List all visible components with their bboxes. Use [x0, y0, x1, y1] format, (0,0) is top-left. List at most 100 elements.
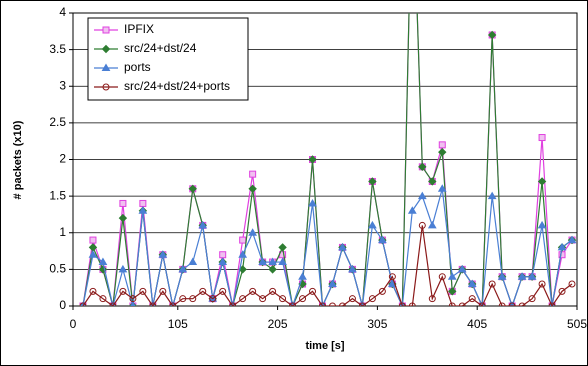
marker — [408, 302, 416, 306]
marker — [130, 301, 136, 306]
marker — [89, 236, 97, 244]
marker — [119, 199, 127, 207]
marker — [388, 273, 396, 281]
marker — [338, 302, 346, 306]
marker — [278, 257, 287, 266]
marker — [248, 228, 258, 236]
marker — [158, 250, 168, 258]
marker — [348, 295, 356, 303]
y-tick-label: 3 — [59, 78, 66, 92]
marker — [478, 302, 486, 306]
marker — [248, 184, 257, 194]
marker — [268, 257, 277, 266]
marker — [299, 295, 307, 303]
marker — [358, 302, 366, 306]
marker — [249, 170, 257, 178]
marker — [169, 302, 177, 306]
marker — [138, 206, 148, 214]
marker — [239, 295, 247, 303]
marker — [558, 251, 566, 259]
x-axis-label: time [s] — [305, 340, 344, 352]
marker — [98, 257, 108, 266]
x-tick-label: 305 — [367, 317, 387, 331]
marker — [417, 191, 427, 200]
y-axis-label: # packets (x10) — [12, 120, 24, 199]
marker — [487, 30, 497, 40]
marker — [438, 147, 447, 157]
y-tick-label: 1.5 — [49, 188, 66, 202]
marker — [528, 295, 536, 303]
marker — [101, 63, 111, 71]
marker — [118, 213, 128, 223]
y-tick-label: 4 — [59, 5, 66, 19]
marker — [149, 302, 157, 306]
marker — [338, 242, 347, 251]
y-tick-label: 1 — [59, 225, 66, 239]
y-tick-label: 0 — [59, 298, 66, 312]
marker — [269, 287, 277, 295]
marker — [129, 295, 137, 303]
x-tick-label: 105 — [168, 317, 188, 331]
marker — [308, 155, 317, 164]
marker — [328, 302, 336, 306]
legend-label: src/24+dst/24+ports — [124, 79, 230, 93]
marker — [368, 220, 377, 229]
marker — [328, 279, 337, 288]
marker — [278, 243, 287, 252]
marker — [218, 257, 228, 266]
marker — [568, 280, 576, 288]
x-tick-label: 405 — [467, 317, 487, 331]
x-tick-label: 505 — [567, 317, 587, 331]
marker — [178, 264, 188, 273]
marker — [139, 199, 147, 207]
marker — [309, 287, 317, 295]
marker — [447, 272, 457, 280]
marker — [427, 220, 437, 229]
marker — [527, 272, 537, 280]
marker — [418, 221, 426, 229]
marker — [418, 162, 427, 172]
marker — [548, 302, 556, 306]
marker — [238, 250, 248, 258]
legend-box — [87, 17, 249, 101]
marker — [319, 302, 327, 306]
marker — [448, 302, 456, 306]
x-tick-label: 0 — [70, 317, 77, 331]
marker — [198, 220, 208, 229]
marker — [189, 295, 197, 303]
marker — [102, 83, 110, 91]
marker — [79, 302, 87, 306]
marker — [368, 295, 376, 303]
y-tick-label: 2.5 — [49, 115, 66, 129]
marker — [488, 280, 496, 288]
marker — [538, 280, 546, 288]
marker — [448, 287, 457, 296]
marker — [368, 177, 377, 186]
marker — [229, 302, 237, 306]
marker — [537, 220, 547, 229]
marker — [438, 141, 446, 149]
marker — [487, 191, 497, 200]
y-tick-label: 0.5 — [49, 262, 66, 276]
y-tick-label: 3.5 — [49, 42, 66, 56]
marker — [209, 295, 217, 303]
marker — [508, 302, 516, 306]
marker — [497, 272, 507, 280]
marker — [458, 302, 466, 306]
marker — [119, 287, 127, 295]
marker — [308, 198, 317, 207]
marker — [428, 295, 436, 303]
marker — [567, 235, 577, 244]
marker — [101, 44, 111, 54]
marker — [99, 295, 107, 303]
marker — [398, 302, 406, 306]
marker — [457, 264, 467, 273]
marker — [258, 257, 267, 266]
marker — [199, 287, 207, 295]
marker — [239, 236, 247, 244]
marker — [219, 287, 227, 295]
marker — [298, 272, 307, 280]
marker — [98, 265, 108, 274]
marker — [518, 302, 526, 306]
plot-area — [78, 13, 577, 306]
